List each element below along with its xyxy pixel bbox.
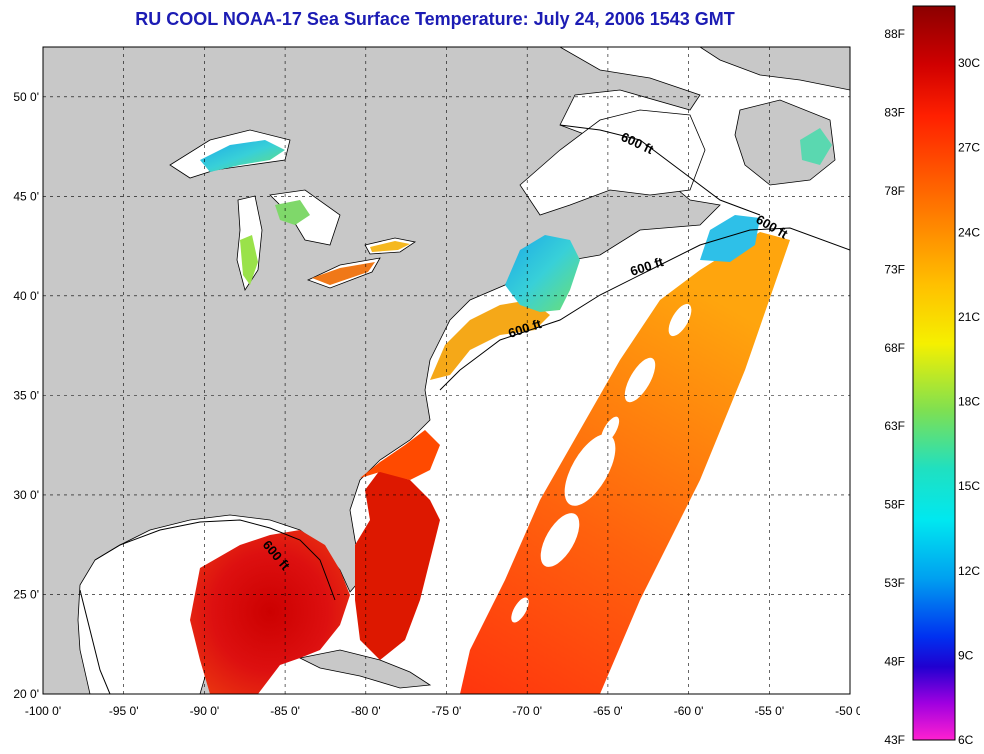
land-labrador: [699, 47, 850, 91]
graticule: [43, 47, 850, 694]
lon-tick-label: -50 0': [835, 704, 860, 718]
fahrenheit-label: 78F: [884, 184, 905, 198]
fahrenheit-label: 63F: [884, 419, 905, 433]
fahrenheit-label: 73F: [884, 262, 905, 276]
lat-tick-label: 30 0': [13, 488, 39, 502]
lon-tick-label: -60 0': [674, 704, 704, 718]
lat-tick-label: 50 0': [13, 90, 39, 104]
fahrenheit-label: 68F: [884, 341, 905, 355]
lon-tick-label: -100 0': [25, 704, 61, 718]
lake-erie-sst: [312, 262, 375, 285]
satellite-swath: [460, 232, 790, 694]
fahrenheit-label: 58F: [884, 498, 905, 512]
celsius-label: 30C: [958, 56, 980, 70]
lon-tick-label: -95 0': [109, 704, 139, 718]
land-newfoundland: [734, 99, 836, 186]
gulf-st-lawrence: [519, 109, 706, 216]
newfoundland-sst: [800, 128, 832, 165]
lat-tick-label: 40 0': [13, 289, 39, 303]
longitude-axis: -100 0' -95 0' -90 0' -85 0' -80 0' -75 0' -70…: [25, 704, 860, 718]
celsius-label: 27C: [958, 141, 980, 155]
lon-tick-label: -55 0': [754, 704, 784, 718]
fahrenheit-label: 53F: [884, 576, 905, 590]
lat-tick-label: 20 0': [13, 687, 39, 701]
land-cuba: [298, 649, 432, 689]
fahrenheit-label: 43F: [884, 733, 905, 747]
scotian-shelf-sst: [700, 215, 760, 262]
lon-tick-label: -65 0': [593, 704, 623, 718]
mid-atlantic-sst: [430, 300, 550, 380]
florida-bahamas-sst: [355, 470, 440, 660]
fahrenheit-label: 48F: [884, 655, 905, 669]
isobath-lines: [79, 124, 850, 694]
lat-tick-label: 25 0': [13, 587, 39, 601]
lon-tick-label: -85 0': [270, 704, 300, 718]
fahrenheit-labels: 88F 83F 78F 73F 68F 63F 58F 53F 48F 43F: [884, 27, 905, 747]
colorbar-scale: [912, 5, 956, 741]
map-title: RU COOL NOAA-17 Sea Surface Temperature:…: [135, 9, 735, 29]
sst-map: 600 ft 600 ft 600 ft 600 ft 600 ft -100 …: [13, 46, 860, 718]
lon-tick-label: -75 0': [432, 704, 462, 718]
celsius-label: 15C: [958, 479, 980, 493]
lake-huron-sst: [275, 200, 310, 225]
celsius-label: 12C: [958, 564, 980, 578]
lake-michigan-sst: [240, 235, 258, 285]
lon-tick-label: -90 0': [190, 704, 220, 718]
celsius-labels: 30C 27C 24C 21C 18C 15C 12C 9C 6C: [958, 56, 980, 747]
latitude-axis: 50 0' 45 0' 40 0' 35 0' 30 0' 25 0' 20 0': [13, 90, 39, 701]
gulf-of-maine-sst: [505, 235, 580, 312]
celsius-label: 18C: [958, 395, 980, 409]
lon-tick-label: -80 0': [351, 704, 381, 718]
gulf-sst-region: [190, 530, 350, 694]
lake-superior-sst: [200, 140, 285, 172]
lon-tick-label: -70 0': [512, 704, 542, 718]
lat-tick-label: 45 0': [13, 189, 39, 203]
fahrenheit-label: 83F: [884, 105, 905, 119]
celsius-label: 21C: [958, 310, 980, 324]
lat-tick-label: 35 0': [13, 388, 39, 402]
fahrenheit-label: 88F: [884, 27, 905, 41]
cloud-gaps: [511, 303, 692, 623]
celsius-label: 6C: [958, 733, 974, 747]
southeast-coast-sst: [360, 430, 440, 480]
celsius-label: 9C: [958, 648, 974, 662]
lake-ontario-sst: [370, 241, 410, 252]
celsius-label: 24C: [958, 225, 980, 239]
